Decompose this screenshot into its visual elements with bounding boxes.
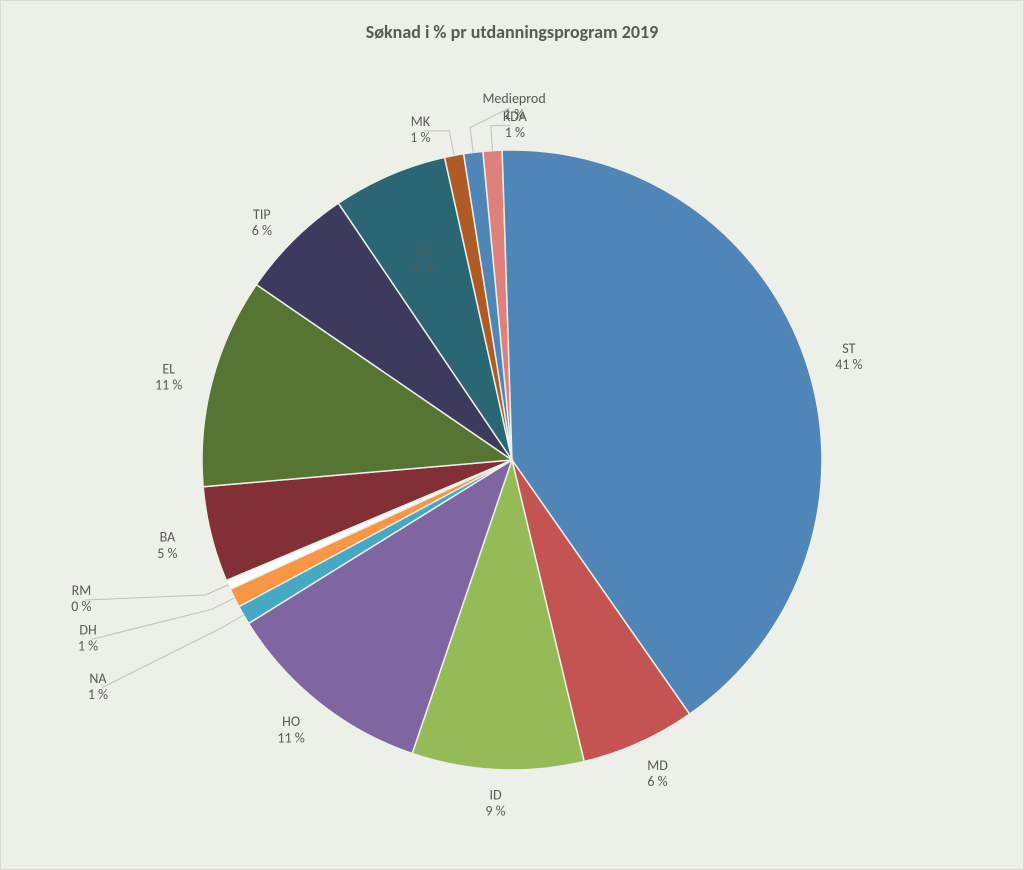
slice-label-name: HO [282, 713, 300, 730]
slice-label-name: NA [89, 670, 107, 687]
chart-title: Søknad i % pr utdanningsprogram 2019 [366, 21, 659, 43]
slice-label-name: DH [79, 621, 96, 638]
chart-container: Søknad i % pr utdanningsprogram 2019KDA1… [0, 0, 1024, 870]
slice-label-md: MD6 % [647, 757, 668, 790]
slice-label-name: ID [489, 787, 502, 804]
slice-label-pct: 5 % [157, 545, 177, 562]
slice-label-sa: SA6 % [414, 242, 434, 275]
slice-label-tip: TIP6 % [252, 206, 272, 239]
pie-chart: Søknad i % pr utdanningsprogram 2019KDA1… [0, 0, 1024, 870]
slice-label-name: BA [160, 529, 176, 546]
slice-label-ba: BA5 % [157, 529, 177, 562]
slice-label-pct: 41 % [835, 356, 862, 373]
slice-label-pct: 1 % [78, 637, 98, 654]
slice-label-name: Medieprod [482, 90, 545, 107]
slice-label-na: NA1 % [88, 670, 108, 703]
slice-label-name: ST [842, 340, 855, 357]
slice-label-pct: 1 % [88, 686, 108, 703]
slice-label-name: MD [647, 757, 668, 774]
slice-label-name: EL [162, 360, 175, 377]
slice-label-pct: 11 % [155, 377, 182, 394]
slice-label-pct: 6 % [414, 258, 434, 275]
slice-label-name: MK [411, 113, 431, 130]
slice-label-pct: 6 % [252, 222, 272, 239]
slice-label-pct: 9 % [485, 803, 505, 820]
slice-label-mk: MK1 % [410, 113, 430, 146]
slice-label-dh: DH1 % [78, 621, 98, 654]
slice-label-name: RM [72, 582, 92, 599]
slice-label-rm: RM0 % [71, 582, 91, 615]
slice-label-pct: 11 % [277, 729, 304, 746]
slice-label-name: SA [416, 242, 431, 259]
slice-label-pct: 6 % [647, 773, 667, 790]
slice-label-pct: 0 % [71, 598, 91, 615]
slice-label-name: TIP [253, 206, 271, 223]
pie-slices [202, 150, 822, 770]
slice-label-pct: 1 % [505, 124, 525, 141]
slice-label-pct: 1 % [504, 106, 524, 123]
slice-label-pct: 1 % [410, 129, 430, 146]
